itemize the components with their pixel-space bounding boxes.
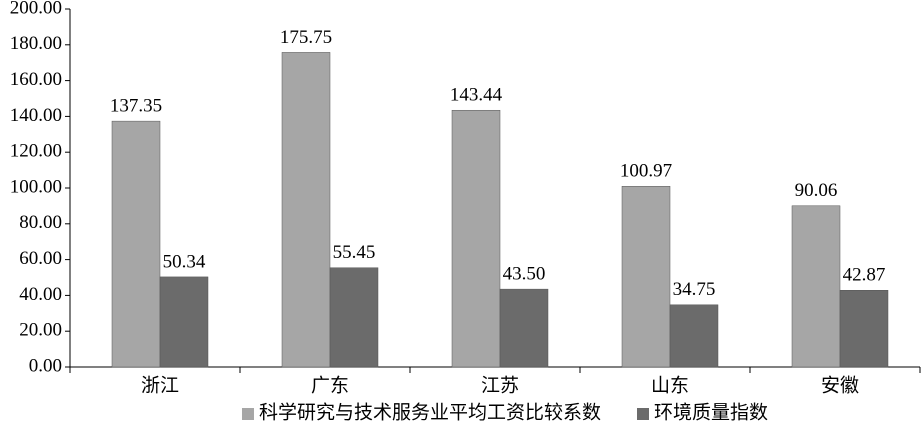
y-tick-label: 60.00 xyxy=(19,248,62,269)
bar xyxy=(791,205,841,368)
y-tick-label: 120.00 xyxy=(10,141,62,162)
bar xyxy=(111,120,161,368)
bar xyxy=(281,52,331,368)
legend-item: 环境质量指数 xyxy=(637,401,768,423)
data-label: 90.06 xyxy=(795,180,838,201)
x-tick-label: 山东 xyxy=(651,374,689,396)
x-tick-label: 江苏 xyxy=(481,374,519,396)
x-tick-label: 安徽 xyxy=(821,374,859,396)
data-label: 100.97 xyxy=(620,161,672,182)
data-label: 137.35 xyxy=(110,96,162,117)
data-label: 143.44 xyxy=(450,85,503,106)
data-label: 42.87 xyxy=(843,265,886,286)
data-label: 50.34 xyxy=(163,251,206,272)
bar xyxy=(621,186,671,368)
legend-label: 科学研究与技术服务业平均工资比较系数 xyxy=(259,401,601,423)
y-tick-label: 20.00 xyxy=(19,320,62,341)
data-label: 43.50 xyxy=(503,263,546,284)
bar xyxy=(499,288,549,368)
x-tick-label: 广东 xyxy=(311,374,349,396)
legend-swatch xyxy=(637,408,649,420)
y-tick-label: 180.00 xyxy=(10,33,62,54)
bar xyxy=(669,304,719,368)
legend-label: 环境质量指数 xyxy=(654,401,768,423)
x-tick-label: 浙江 xyxy=(141,374,179,396)
bar xyxy=(839,290,889,368)
y-tick-label: 100.00 xyxy=(10,176,62,197)
bar xyxy=(451,109,501,368)
y-tick-label: 40.00 xyxy=(19,284,62,305)
data-label: 175.75 xyxy=(280,27,332,48)
legend-swatch xyxy=(241,408,254,420)
legend-item: 科学研究与技术服务业平均工资比较系数 xyxy=(241,401,601,423)
y-tick-label: 160.00 xyxy=(10,69,62,90)
y-tick-label: 80.00 xyxy=(19,212,62,233)
bar xyxy=(159,276,209,368)
y-tick-label: 200.00 xyxy=(10,0,62,18)
bar xyxy=(329,267,379,368)
data-label: 55.45 xyxy=(333,242,376,263)
data-label: 34.75 xyxy=(673,279,716,300)
y-tick-label: 0.00 xyxy=(29,355,62,376)
y-tick-label: 140.00 xyxy=(10,105,62,126)
